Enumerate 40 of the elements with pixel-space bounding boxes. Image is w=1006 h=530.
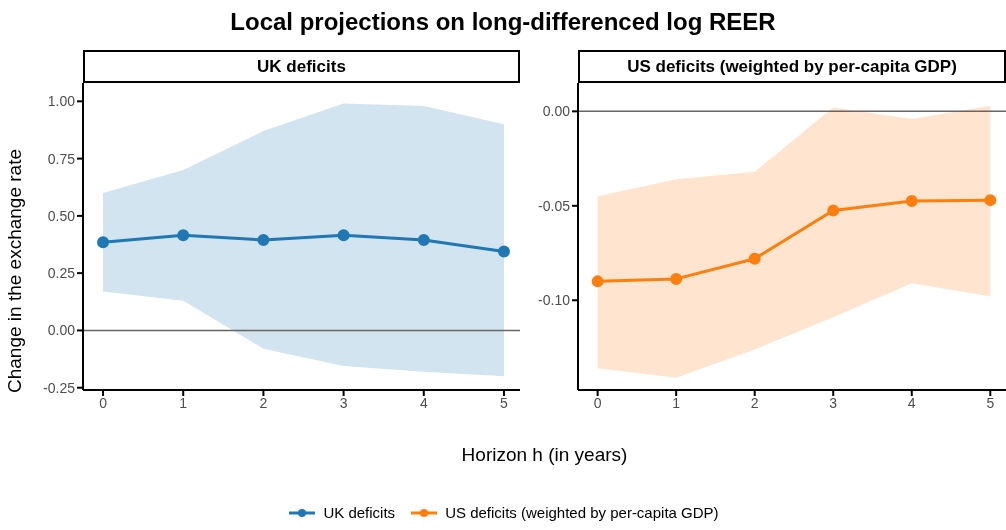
x-tick-label: 3 xyxy=(339,394,348,411)
point xyxy=(670,272,683,285)
point xyxy=(177,229,190,242)
point xyxy=(97,236,110,249)
point xyxy=(257,233,270,246)
x-tick-label: 2 xyxy=(259,394,268,411)
point xyxy=(497,245,510,258)
point xyxy=(984,194,997,207)
x-tick-label: 4 xyxy=(419,394,428,411)
y-tick-label: -0.05 xyxy=(538,197,571,214)
point xyxy=(827,204,840,217)
x-tick-label: 3 xyxy=(829,394,838,411)
y-tick-label: 0.00 xyxy=(47,322,76,339)
chart-subtitle: UK deficits xyxy=(83,50,520,83)
x-tick-label: 0 xyxy=(99,394,108,411)
point xyxy=(337,229,350,242)
x-tick-label: 5 xyxy=(500,394,509,411)
y-tick-label: 0.50 xyxy=(47,207,76,224)
y-tick-label: 0.25 xyxy=(47,265,76,282)
chart-subtitle: US deficits (weighted by per-capita GDP) xyxy=(578,50,1006,83)
x-tick-label: 1 xyxy=(672,394,681,411)
y-tick-label: 0.75 xyxy=(47,150,76,167)
chart-title: Local projections on long-differenced log REER xyxy=(229,8,777,36)
y-tick-label: 1.00 xyxy=(47,93,76,110)
x-tick-label: 1 xyxy=(179,394,188,411)
x-tick-label: 4 xyxy=(907,394,916,411)
point xyxy=(591,275,604,288)
legend-label: UK deficits xyxy=(323,504,396,521)
x-tick-label: 2 xyxy=(750,394,759,411)
point xyxy=(905,195,918,208)
x-tick-label: 0 xyxy=(593,394,602,411)
legend-label: US deficits (weighted by per-capita GDP) xyxy=(445,504,719,521)
x-tick-label: 5 xyxy=(986,394,995,411)
y-tick-label: 0.00 xyxy=(542,103,571,120)
point xyxy=(417,233,430,246)
x-axis-title: Horizon h (in years) xyxy=(460,444,629,466)
y-tick-label: -0.10 xyxy=(538,292,571,309)
y-tick-label: -0.25 xyxy=(43,379,76,396)
point xyxy=(748,252,761,265)
y-axis-title: Change in the exchange rate xyxy=(4,148,26,395)
